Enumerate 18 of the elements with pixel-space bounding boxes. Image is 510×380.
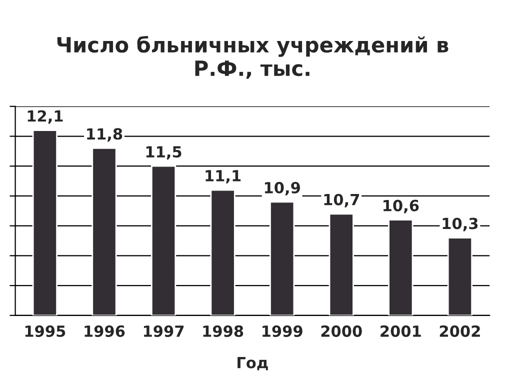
data-label: 11,5 bbox=[146, 146, 182, 160]
x-tick-label: 1999 bbox=[262, 325, 302, 337]
data-label: 10,7 bbox=[324, 194, 360, 208]
data-label: 11,8 bbox=[87, 128, 122, 142]
data-label: 11,1 bbox=[206, 170, 241, 184]
chart-title: Число бльничных учреждений в Р.Ф., тыс. bbox=[57, 36, 448, 79]
x-tick-label: 1997 bbox=[144, 325, 184, 337]
x-tick-label: 1996 bbox=[84, 325, 125, 337]
data-label: 10,9 bbox=[264, 182, 300, 196]
x-tick-label: 1995 bbox=[25, 325, 66, 337]
data-label: 10,6 bbox=[384, 200, 419, 214]
data-label: 12,1 bbox=[28, 110, 63, 124]
x-tick-label: 2001 bbox=[380, 325, 421, 337]
x-tick-label: 2002 bbox=[440, 325, 480, 337]
x-axis-title: Год bbox=[238, 357, 268, 370]
data-label: 10,3 bbox=[442, 218, 478, 232]
x-tick-label: 1998 bbox=[203, 325, 244, 337]
x-tick-label: 2000 bbox=[321, 325, 362, 337]
